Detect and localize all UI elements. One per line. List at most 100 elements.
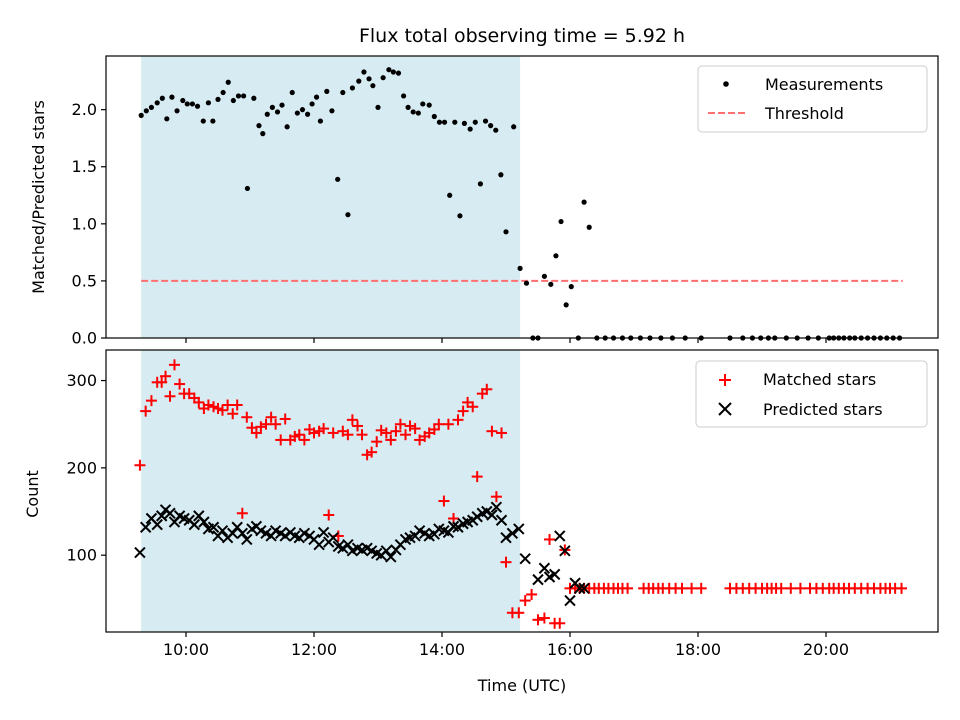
predicted-star-point	[279, 530, 291, 542]
measurement-point	[380, 75, 386, 81]
matched-star-point	[404, 420, 416, 432]
measurement-point	[299, 107, 306, 113]
matched-star-point	[174, 378, 186, 390]
measurement-point	[143, 108, 149, 114]
measurement-point	[482, 118, 489, 124]
matched-star-point	[794, 582, 806, 594]
predicted-star-point	[578, 582, 590, 595]
predicted-star-point	[548, 568, 561, 581]
measurement-point	[420, 101, 426, 107]
predicted-star-point	[471, 511, 483, 523]
matched-star-point	[390, 425, 402, 437]
matched-star-point	[231, 399, 243, 411]
predicted-star-point	[241, 533, 253, 546]
measurement-point	[340, 89, 346, 96]
measurement-point	[235, 93, 242, 99]
measurement-point	[180, 97, 186, 104]
measurement-point	[461, 120, 467, 126]
measurement-point	[511, 124, 517, 130]
measurement-point	[568, 284, 574, 290]
measurement-point	[375, 104, 381, 110]
matched-star-point	[371, 436, 383, 448]
matched-star-point	[255, 421, 267, 433]
matched-star-point	[293, 429, 305, 441]
matched-star-point	[346, 414, 358, 426]
matched-star-point	[686, 582, 698, 594]
predicted-star-point	[139, 521, 152, 533]
bottom-y-tick-label: 200	[66, 458, 97, 477]
matched-star-point	[145, 395, 157, 407]
measurement-point	[477, 181, 483, 187]
legend-predicted-label: Predicted stars	[763, 400, 883, 419]
measurement-point	[289, 89, 295, 96]
matched-star-point	[275, 434, 287, 446]
top-x-ticks	[185, 338, 827, 343]
matched-star-point	[168, 359, 180, 371]
matched-star-point	[236, 507, 248, 519]
matched-star-point	[433, 418, 445, 430]
legend-measurements-label: Measurements	[765, 75, 883, 94]
bottom-y-axis-title: Count	[23, 470, 42, 518]
measurement-point	[472, 119, 478, 125]
matched-star-point	[438, 495, 450, 507]
chart-title: Flux total observing time = 5.92 h	[359, 25, 685, 47]
measurement-point	[441, 119, 448, 125]
matched-star-point	[140, 405, 152, 417]
matched-star-point	[554, 617, 566, 629]
matched-star-point	[227, 408, 239, 420]
matched-star-point	[308, 427, 320, 439]
matched-star-point	[481, 383, 493, 395]
matched-star-point	[538, 612, 550, 624]
predicted-star-point	[573, 582, 586, 595]
matched-star-point	[380, 427, 392, 439]
predicted-star-point	[538, 562, 551, 574]
measurement-point	[220, 89, 226, 96]
bottom-x-tick-label: 12:00	[291, 640, 337, 659]
measurement-point	[390, 69, 396, 75]
measurement-point	[335, 176, 341, 182]
matched-star-point	[896, 582, 908, 594]
matched-star-point	[622, 582, 634, 594]
predicted-star-point	[554, 530, 566, 542]
predicted-star-point	[532, 573, 544, 586]
measurement-point	[284, 124, 290, 130]
predicted-star-point	[236, 527, 249, 540]
measurement-point	[361, 69, 367, 75]
measurement-point	[324, 88, 330, 94]
measurement-point	[401, 93, 407, 99]
matched-star-point	[134, 459, 146, 471]
predicted-star-point	[490, 501, 503, 513]
measurement-point	[159, 95, 165, 101]
matched-star-point	[366, 446, 378, 458]
legend-threshold-label: Threshold	[764, 104, 844, 123]
measurement-point	[313, 94, 320, 100]
measurement-point	[251, 95, 257, 101]
matched-star-point	[375, 424, 387, 436]
matched-star-point	[526, 588, 538, 600]
measurement-point	[279, 102, 285, 108]
matched-star-point	[490, 491, 502, 503]
top-y-tick-label: 2.0	[72, 100, 97, 119]
bottom-x-ticks: 10:00 12:00 14:00 16:00 18:00 20:00	[163, 632, 849, 659]
measurement-point	[269, 104, 275, 110]
measurement-point	[467, 126, 473, 132]
measurement-point	[553, 253, 559, 259]
matched-star-point	[222, 399, 234, 411]
top-y-tick-label: 0.5	[72, 271, 97, 290]
matched-star-point	[695, 582, 707, 594]
matched-star-point	[342, 429, 354, 441]
matched-star-point	[160, 370, 172, 382]
bottom-legend-box	[695, 360, 928, 428]
measurement-point	[317, 118, 323, 124]
top-y-tick-label: 1.5	[72, 157, 97, 176]
measurement-point	[457, 213, 463, 219]
measurement-point	[548, 281, 554, 287]
predicted-star-point	[495, 514, 508, 526]
matched-star-point	[164, 390, 176, 402]
matched-star-point	[457, 405, 469, 417]
top-y-ticks: 0.0 0.5 1.0 1.5 2.0	[72, 100, 106, 348]
matched-star-point	[241, 411, 253, 423]
measurement-point	[264, 111, 270, 117]
measurement-point	[200, 118, 206, 124]
matched-star-point	[467, 401, 479, 413]
